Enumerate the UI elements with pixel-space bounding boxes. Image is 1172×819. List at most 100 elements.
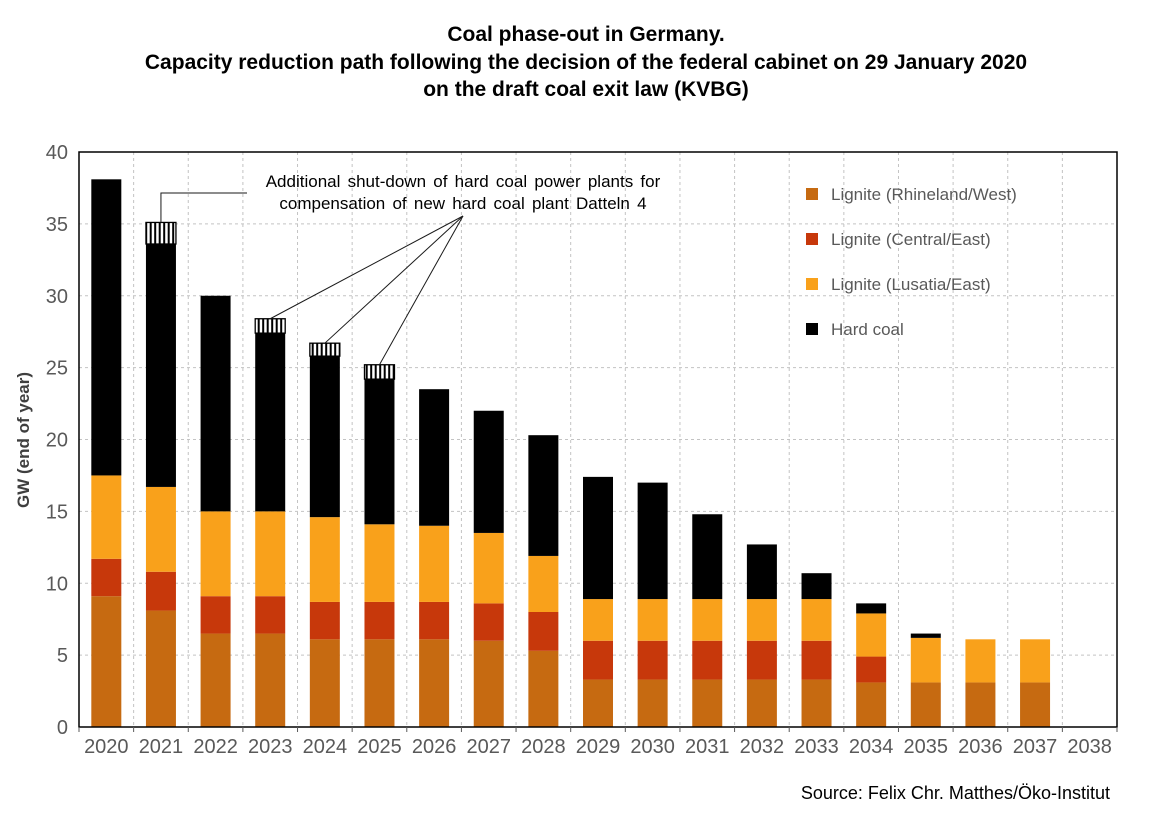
x-tick-label-2029: 2029: [576, 736, 621, 758]
x-tick-label-2022: 2022: [193, 736, 238, 758]
bar-2032-lignite-central-east: [746, 640, 777, 680]
bar-2021-hard-coal: [145, 244, 176, 487]
bar-2024-lignite-central-east: [309, 601, 340, 640]
bar-2029-lignite-rhineland-west: [583, 679, 613, 727]
y-tick-label-30: 30: [46, 286, 68, 308]
bar-2031-lignite-lusatia-east: [692, 599, 723, 641]
y-tick-label-10: 10: [46, 573, 68, 595]
bar-2030-lignite-lusatia-east: [637, 599, 668, 641]
bar-2022-lignite-lusatia-east: [200, 511, 231, 597]
bar-2032-hard-coal: [746, 544, 777, 600]
bar-2027-hard-coal: [473, 410, 504, 533]
x-tick-label-2036: 2036: [958, 736, 1003, 758]
x-tick-label-2038: 2038: [1067, 736, 1112, 758]
x-tick-label-2020: 2020: [84, 736, 129, 758]
x-tick-label-2033: 2033: [794, 736, 839, 758]
bar-2030-lignite-central-east: [637, 640, 668, 680]
bar-2028-lignite-lusatia-east: [528, 555, 559, 612]
bar-2027-lignite-central-east: [473, 603, 504, 641]
bar-2028-lignite-central-east: [528, 612, 559, 651]
bar-2027-lignite-lusatia-east: [473, 532, 504, 604]
bar-2022-lignite-rhineland-west: [200, 633, 231, 727]
chart-title-line-2: Capacity reduction path following the de…: [144, 50, 1028, 74]
annotation-line-1: Additional shut-down of hard coal power …: [265, 172, 661, 191]
chart-title-line-1: Coal phase-out in Germany.: [447, 23, 725, 46]
bar-2029-lignite-central-east: [583, 640, 613, 680]
bar-2020-lignite-rhineland-west: [91, 596, 122, 727]
source-credit: Source: Felix Chr. Matthes/Öko-Institut: [800, 783, 1110, 803]
bar-2024-lignite-lusatia-east: [309, 517, 340, 602]
bar-2027-lignite-rhineland-west: [473, 640, 504, 727]
bar-2025-hard-coal: [364, 379, 395, 525]
x-tick-label-2032: 2032: [740, 736, 785, 758]
bar-2036-lignite-rhineland-west: [965, 682, 996, 727]
bar-2028-hard-coal: [528, 435, 559, 556]
bar-2029-hard-coal: [583, 476, 613, 600]
x-tick-label-2035: 2035: [904, 736, 949, 758]
legend-swatch-0: [806, 188, 818, 200]
bar-2034-lignite-lusatia-east: [856, 613, 887, 657]
bar-2026-lignite-rhineland-west: [419, 639, 450, 727]
annotation-line-2: compensation of new hard coal plant Datt…: [279, 193, 647, 213]
x-tick-label-2030: 2030: [630, 736, 675, 758]
bar-2021-lignite-lusatia-east: [145, 486, 176, 572]
bar-2037-lignite-rhineland-west: [1020, 682, 1051, 727]
bar-2034-lignite-rhineland-west: [856, 682, 887, 727]
annotation-datteln4: Additional shut-down of hard coal power …: [240, 171, 686, 214]
x-tick-label-2034: 2034: [849, 736, 894, 758]
x-tick-label-2031: 2031: [685, 736, 730, 758]
bar-2020-lignite-lusatia-east: [91, 475, 122, 559]
bar-2031-lignite-central-east: [692, 640, 723, 680]
bar-2024-additional-hard-coal-shutdown: [309, 342, 341, 357]
bar-2035-hard-coal: [910, 633, 941, 638]
bar-2035-lignite-rhineland-west: [910, 682, 941, 727]
y-tick-label-40: 40: [46, 142, 68, 164]
bar-2023-lignite-rhineland-west: [255, 633, 286, 727]
x-tick-label-2028: 2028: [521, 736, 566, 758]
legend-label-1: Lignite (Central/East): [831, 230, 991, 249]
annotation-pointer-line-2025: [379, 215, 464, 365]
x-tick-label-2025: 2025: [357, 736, 402, 758]
bar-2032-lignite-rhineland-west: [746, 679, 777, 727]
bar-2028-lignite-rhineland-west: [528, 650, 559, 727]
x-tick-label-2024: 2024: [303, 736, 348, 758]
y-axis-title: GW (end of year): [14, 372, 33, 508]
bar-2030-hard-coal: [637, 482, 668, 600]
bar-2020-lignite-central-east: [91, 558, 122, 597]
y-tick-label-35: 35: [46, 214, 68, 236]
bar-2020-hard-coal: [91, 179, 122, 476]
bar-2026-hard-coal: [419, 389, 450, 526]
bar-2023-hard-coal: [255, 333, 286, 512]
legend-swatch-1: [806, 233, 818, 245]
bar-2036-lignite-lusatia-east: [965, 639, 996, 683]
legend-label-3: Hard coal: [831, 320, 904, 339]
annotation-pointer-line-2024: [324, 215, 464, 344]
x-tick-label-2027: 2027: [466, 736, 511, 758]
bar-2032-lignite-lusatia-east: [746, 599, 777, 641]
annotation-elbow-line: [160, 192, 247, 223]
bar-2021-additional-hard-coal-shutdown: [145, 221, 177, 245]
bar-2024-lignite-rhineland-west: [309, 639, 340, 727]
bar-2029-lignite-lusatia-east: [583, 599, 613, 641]
bar-2033-hard-coal: [801, 573, 832, 600]
plot-border: [78, 151, 1118, 728]
bar-2022-lignite-central-east: [200, 596, 231, 634]
legend-label-0: Lignite (Rhineland/West): [831, 185, 1017, 204]
bar-2025-lignite-central-east: [364, 601, 395, 640]
legend-swatch-3: [806, 323, 818, 335]
bar-2025-lignite-lusatia-east: [364, 524, 395, 602]
chart-title-line-3: on the draft coal exit law (KVBG): [423, 78, 749, 101]
bar-2033-lignite-central-east: [801, 640, 832, 680]
bar-2021-lignite-rhineland-west: [145, 610, 176, 727]
bar-2035-lignite-lusatia-east: [910, 637, 941, 683]
bar-2023-lignite-lusatia-east: [255, 511, 286, 597]
bar-2026-lignite-lusatia-east: [419, 525, 450, 602]
x-tick-label-2021: 2021: [139, 736, 184, 758]
bar-2034-lignite-central-east: [856, 656, 887, 683]
bar-2031-hard-coal: [692, 514, 723, 600]
y-tick-label-25: 25: [46, 358, 68, 380]
x-tick-label-2023: 2023: [248, 736, 293, 758]
y-tick-label-20: 20: [46, 430, 68, 452]
